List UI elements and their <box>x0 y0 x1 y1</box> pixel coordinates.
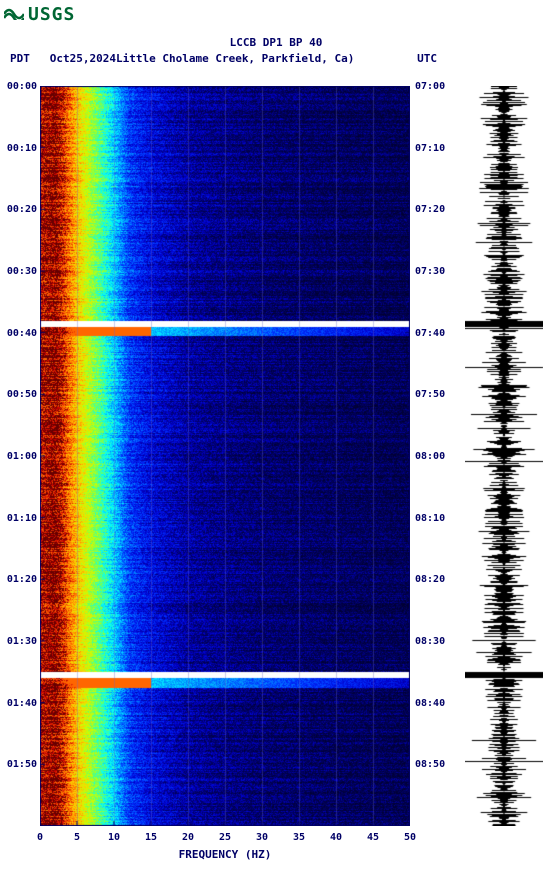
x-tick: 30 <box>256 832 268 843</box>
y-tick-left: 01:50 <box>2 759 37 770</box>
y-tick-right: 07:50 <box>415 389 455 400</box>
usgs-logo: USGS <box>4 4 75 25</box>
y-tick-right: 07:10 <box>415 143 455 154</box>
waveform-canvas <box>465 86 543 826</box>
x-tick: 0 <box>37 832 43 843</box>
y-tick-left: 01:30 <box>2 636 37 647</box>
station: Little Cholame Creek, Parkfield, Ca) <box>116 52 354 65</box>
spectrogram-canvas <box>40 86 410 826</box>
y-tick-left: 00:20 <box>2 204 37 215</box>
y-tick-left: 00:50 <box>2 389 37 400</box>
x-axis-label: FREQUENCY (HZ) <box>40 848 410 861</box>
x-tick: 35 <box>293 832 305 843</box>
y-tick-right: 08:10 <box>415 513 455 524</box>
plot-title: LCCB DP1 BP 40 <box>0 36 552 49</box>
y-tick-right: 07:40 <box>415 328 455 339</box>
y-tick-right: 07:20 <box>415 204 455 215</box>
y-tick-left: 01:10 <box>2 513 37 524</box>
x-tick: 15 <box>145 832 157 843</box>
y-tick-right: 08:20 <box>415 574 455 585</box>
x-tick: 10 <box>108 832 120 843</box>
y-tick-right: 07:30 <box>415 266 455 277</box>
spectrogram-plot <box>40 86 410 826</box>
date: Oct25,2024 <box>50 52 116 65</box>
y-tick-left: 01:00 <box>2 451 37 462</box>
y-tick-right: 08:50 <box>415 759 455 770</box>
x-tick: 5 <box>74 832 80 843</box>
y-tick-left: 00:40 <box>2 328 37 339</box>
y-tick-right: 07:00 <box>415 81 455 92</box>
y-tick-left: 01:20 <box>2 574 37 585</box>
x-tick: 20 <box>182 832 194 843</box>
y-tick-left: 00:00 <box>2 81 37 92</box>
y-tick-right: 08:30 <box>415 636 455 647</box>
y-tick-left: 00:30 <box>2 266 37 277</box>
tz-right: UTC <box>417 52 437 65</box>
tz-left: PDT <box>10 52 30 65</box>
usgs-wave-icon <box>4 4 24 25</box>
y-tick-right: 08:40 <box>415 698 455 709</box>
waveform-plot <box>465 86 543 826</box>
x-tick: 45 <box>367 832 379 843</box>
y-tick-left: 00:10 <box>2 143 37 154</box>
logo-text: USGS <box>28 4 75 25</box>
plot-subtitle: PDT Oct25,2024Little Cholame Creek, Park… <box>10 52 354 65</box>
y-tick-left: 01:40 <box>2 698 37 709</box>
x-tick: 25 <box>219 832 231 843</box>
y-tick-right: 08:00 <box>415 451 455 462</box>
x-tick: 40 <box>330 832 342 843</box>
x-tick: 50 <box>404 832 416 843</box>
